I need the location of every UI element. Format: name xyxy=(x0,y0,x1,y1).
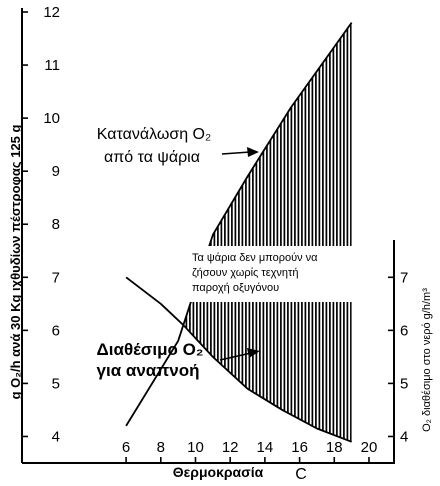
left-y-tick-label: 4 xyxy=(52,428,60,445)
left-y-tick-label: 5 xyxy=(52,375,60,392)
right-y-axis-label: O₂ διαθέσιμο στο νερό g/h/m³ xyxy=(421,288,433,432)
consumption-arrow-shaft xyxy=(221,151,251,155)
left-y-tick-label: 6 xyxy=(52,322,60,339)
left-y-tick-label: 10 xyxy=(43,110,60,127)
available-annotation-line-2: για αναπνοή xyxy=(97,361,200,380)
shaded-region xyxy=(183,22,352,442)
x-tick-label: 14 xyxy=(257,439,274,456)
x-tick-label: 18 xyxy=(326,439,343,456)
right-y-tick-label: 4 xyxy=(400,428,408,445)
shaded-region-annotation-line-3: παροχή οξυγόνου xyxy=(192,282,279,294)
consumption-arrow-head xyxy=(247,147,259,157)
left-y-tick-label: 8 xyxy=(52,216,60,233)
right-y-tick-label: 7 xyxy=(400,269,408,286)
x-tick-label: 8 xyxy=(157,439,165,456)
left-y-tick-label: 7 xyxy=(52,269,60,286)
available-annotation-line-1: Διαθέσιμο O₂ xyxy=(97,340,204,359)
x-tick-label: 6 xyxy=(122,439,130,456)
shaded-region-annotation-line-2: ζήσουν χωρίς τεχνητή xyxy=(192,267,298,279)
x-tick-label: 20 xyxy=(361,439,378,456)
x-axis-unit: C xyxy=(295,466,307,483)
left-y-tick-label: 9 xyxy=(52,163,60,180)
left-y-tick-label: 12 xyxy=(43,4,60,21)
shaded-region-annotation-line-1: Τα ψάρια δεν μπορούν να xyxy=(192,252,318,264)
consumption-curve xyxy=(125,22,353,427)
right-y-tick-label: 5 xyxy=(400,375,408,392)
available-oxygen-curve xyxy=(125,276,352,443)
left-y-axis-label: g O₂/h ανά 30 Kg ιχθυδίων πέστροφας 125 … xyxy=(8,125,23,400)
tick-layer: 6 8 10 12 14 16 18 20 4 5 6 7 8 9 10 11 12 4 5 6 7 xyxy=(22,4,408,463)
right-y-tick-label: 6 xyxy=(400,322,408,339)
x-tick-label: 10 xyxy=(187,439,204,456)
curve-layer xyxy=(125,22,353,443)
x-tick-label: 12 xyxy=(222,439,239,456)
shaded-region-layer xyxy=(183,22,352,442)
annotation-box xyxy=(188,246,354,302)
available-arrow-shaft xyxy=(219,352,252,361)
left-y-tick-label: 11 xyxy=(44,57,60,74)
x-axis-label: Θερμοκρασία xyxy=(173,464,264,480)
consumption-annotation-line-2: από τα ψάρια xyxy=(104,149,200,166)
available-arrow-head xyxy=(247,348,260,358)
x-tick-label: 16 xyxy=(291,439,308,456)
consumption-annotation-line-1: Κατανάλωση O₂ xyxy=(97,126,211,143)
